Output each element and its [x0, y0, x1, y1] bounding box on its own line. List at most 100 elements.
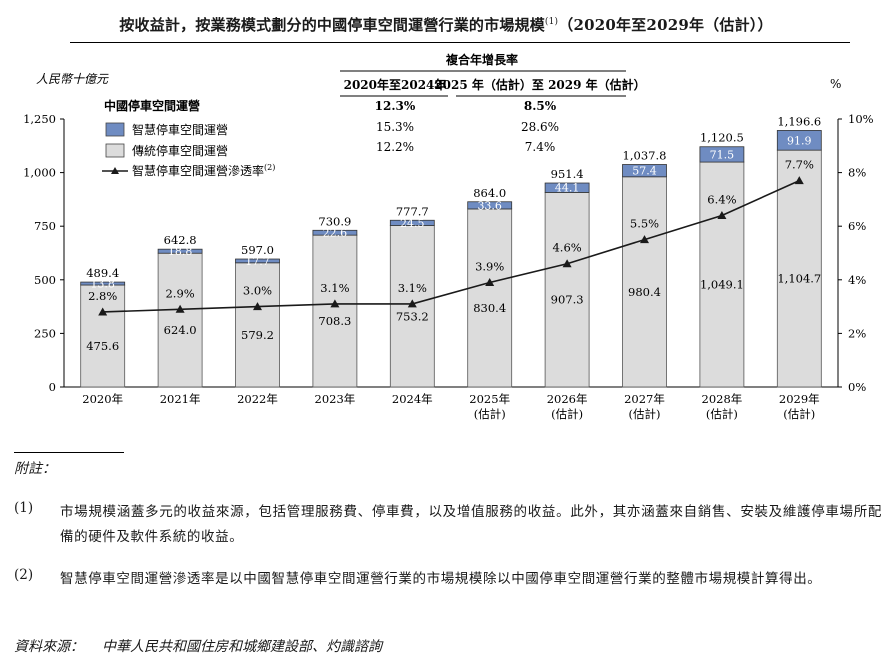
footnote-rule	[14, 452, 124, 453]
y2-tick-label: 8%	[848, 166, 866, 180]
bar-label-smart: 71.5	[710, 148, 735, 161]
bar-total-label: 597.0	[241, 243, 274, 257]
bar-label-traditional: 830.4	[473, 301, 506, 315]
penetration-label: 3.9%	[475, 259, 504, 273]
bar-label-traditional: 708.3	[318, 314, 351, 328]
penetration-line	[102, 179, 800, 313]
legend-label-traditional: 傳統停車空間運營	[132, 143, 228, 158]
cagr-value: 15.3%	[376, 120, 414, 134]
y2-tick-label: 10%	[848, 112, 874, 126]
penetration-label: 2.9%	[165, 286, 194, 300]
bar-label-traditional: 753.2	[396, 309, 429, 323]
bar-label-smart: 13.8	[90, 278, 115, 291]
y2-tick-label: 0%	[848, 380, 866, 394]
bar-label-traditional: 624.0	[164, 323, 197, 337]
bar-label-traditional: 1,104.7	[777, 272, 821, 286]
x-tick-label: (估計)	[551, 407, 583, 421]
bar-total-label: 489.4	[86, 266, 119, 280]
chart-title-text: 按收益計，按業務模式劃分的中國停車空間運營行業的市場規模	[119, 16, 545, 34]
bar-label-smart: 91.9	[787, 134, 812, 147]
x-tick-label: 2026年	[547, 392, 588, 406]
y2-axis-unit-label: %	[830, 77, 841, 91]
penetration-marker	[485, 277, 495, 286]
bar-traditional	[157, 252, 203, 388]
y-tick-label: 750	[34, 219, 56, 233]
penetration-label: 4.6%	[552, 241, 581, 255]
source-label: 資料來源：	[14, 639, 84, 655]
y-tick-label: 500	[34, 273, 56, 287]
bar-total-label: 730.9	[318, 214, 351, 228]
x-tick-label: 2020年	[82, 392, 123, 406]
penetration-marker	[407, 299, 417, 308]
penetration-label: 3.0%	[243, 284, 272, 298]
penetration-marker	[794, 176, 804, 185]
bar-total-label: 1,120.5	[700, 131, 744, 145]
bar-label-traditional: 1,049.1	[700, 278, 744, 292]
bar-label-smart: 33.6	[477, 199, 502, 212]
bar-traditional	[235, 262, 280, 388]
bar-smart	[389, 219, 435, 226]
cagr-value: 12.2%	[376, 140, 414, 154]
x-tick-label: 2021年	[160, 392, 201, 406]
note-1-text: 市場規模涵蓋多元的收益來源，包括管理服務費、停車費，以及增值服務的收益。此外，其…	[60, 504, 882, 545]
y2-tick-label: 4%	[848, 273, 866, 287]
bar-smart	[467, 201, 513, 210]
bar-total-label: 864.0	[473, 186, 506, 200]
note-1-number: (1)	[14, 500, 34, 516]
penetration-label: 6.4%	[707, 192, 736, 206]
bar-smart	[235, 258, 280, 264]
bar-traditional	[544, 192, 590, 388]
bar-label-traditional: 475.6	[86, 339, 119, 353]
penetration-label: 3.1%	[320, 281, 349, 295]
title-rule	[70, 42, 850, 43]
x-tick-label: 2029年	[779, 392, 820, 406]
legend-title: 中國停車空間運營	[104, 98, 200, 113]
source-line: 資料來源： 中華人民共和國住房和城鄉建設部、灼識諮詢	[14, 636, 382, 656]
bar-smart	[80, 281, 126, 286]
legend-swatch-smart	[105, 122, 125, 137]
cagr-value: 8.5%	[524, 99, 557, 113]
stacked-bar-chart: 0 250 500 750 1,000 1,250 0% 2% 4% 6% 8% 10% 人民幣十億元%…	[23, 52, 874, 421]
legend-label-smart: 智慧停車空間運營	[132, 122, 228, 137]
bar-label-traditional: 980.4	[628, 285, 661, 299]
penetration-label: 5.5%	[630, 217, 659, 231]
y-tick-label: 1,250	[23, 112, 56, 126]
y2-tick-label: 6%	[848, 219, 866, 233]
bar-label-smart: 17.7	[245, 255, 270, 268]
penetration-marker	[330, 299, 340, 308]
y2-tick-label: 2%	[848, 326, 866, 340]
bar-traditional	[80, 284, 126, 388]
x-tick-label: (估計)	[629, 407, 661, 421]
bar-smart	[699, 146, 745, 163]
penetration-label: 3.1%	[398, 281, 427, 295]
penetration-marker	[98, 307, 108, 316]
x-tick-label: 2027年	[624, 392, 665, 406]
bar-total-label: 1,196.6	[777, 114, 821, 128]
note-2-text: 智慧停車空間運營滲透率是以中國智慧停車空間運營行業的市場規模除以中國停車空間運營…	[60, 571, 822, 587]
bar-smart	[157, 248, 203, 254]
penetration-marker	[175, 304, 185, 313]
cagr-column-header: 2020年至2024年	[344, 77, 447, 92]
bar-traditional	[622, 176, 667, 388]
bar-label-smart: 22.6	[323, 227, 348, 240]
bar-smart	[312, 229, 358, 236]
y-tick-label: 250	[34, 326, 56, 340]
y-tick-label: 0	[49, 380, 56, 394]
bar-traditional	[776, 149, 822, 388]
legend-label-penetration: 智慧停車空間運營滲透率(2)	[132, 163, 275, 178]
bar-label-traditional: 579.2	[241, 328, 274, 342]
source-text: 中華人民共和國住房和城鄉建設部、灼識諮詢	[102, 639, 382, 655]
penetration-marker	[562, 259, 572, 268]
x-tick-label: 2023年	[315, 392, 356, 406]
cagr-column-header: 2025 年（估計）至 2029 年（估計）	[434, 77, 645, 92]
note-2-number: (2)	[14, 567, 34, 583]
bar-total-label: 642.8	[164, 233, 197, 247]
penetration-marker	[640, 235, 649, 244]
chart-title: 按收益計，按業務模式劃分的中國停車空間運營行業的市場規模(1)（2020年至20…	[0, 14, 892, 35]
penetration-label: 2.8%	[88, 289, 117, 303]
x-tick-label: (估計)	[706, 407, 738, 421]
bar-smart	[776, 130, 822, 151]
bar-traditional	[312, 234, 358, 388]
title-note-mark: (1)	[544, 17, 559, 27]
bar-smart	[622, 164, 667, 178]
